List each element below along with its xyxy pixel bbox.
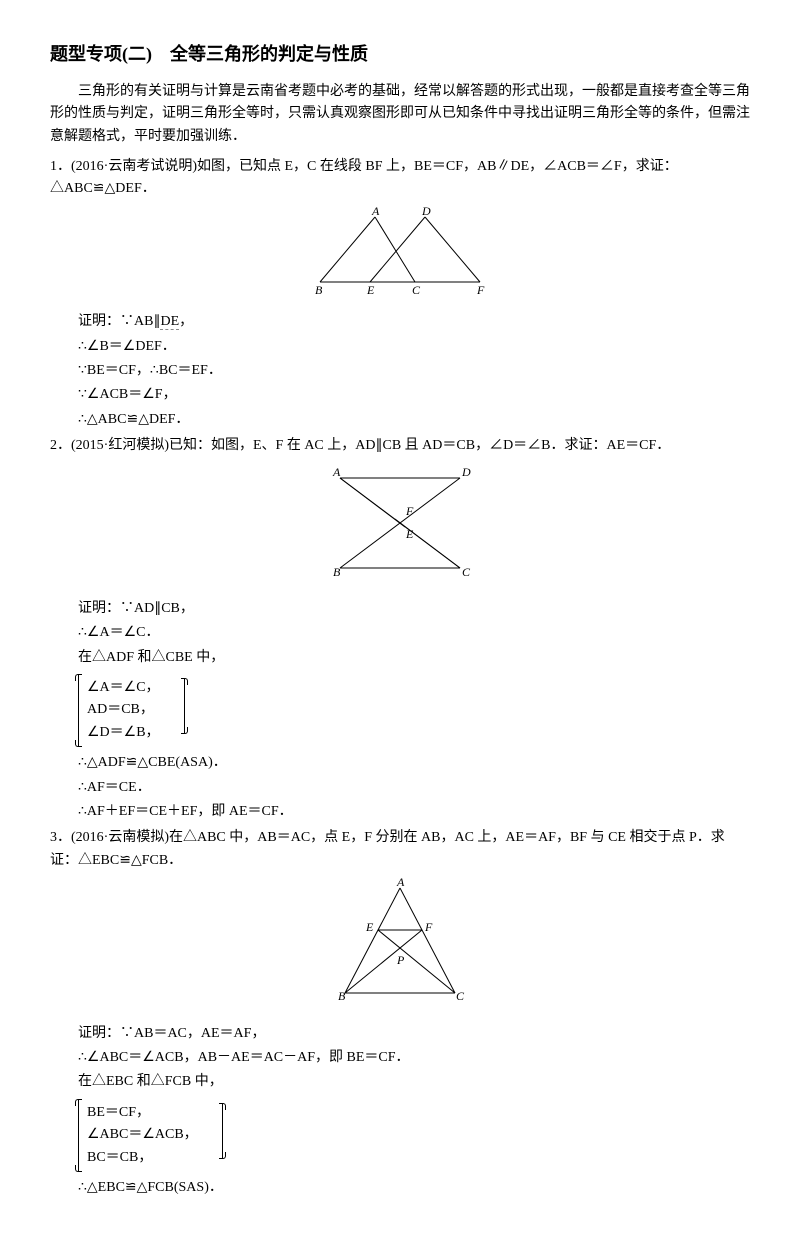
proof-3b: ∴△EBC≌△FCB(SAS)． bbox=[50, 1177, 750, 1199]
q1-num: 1． bbox=[50, 159, 71, 174]
proof-1: 证明：∵AB∥DE， ∴∠B＝∠DEF． ∵BE＝CF，∴BC＝EF． ∵∠AC… bbox=[50, 311, 750, 431]
q3-b2: ∠ABC＝∠ACB， bbox=[87, 1124, 198, 1146]
q2-p2: ∴∠A＝∠C． bbox=[78, 622, 750, 644]
q3-p2: ∴∠ABC＝∠ACB，AB－AE＝AC－AF，即 BE＝CF． bbox=[78, 1047, 750, 1069]
svg-text:E: E bbox=[365, 920, 374, 934]
proof-2: 证明：∵AD∥CB， ∴∠A＝∠C． 在△ADF 和△CBE 中， bbox=[50, 598, 750, 669]
svg-text:F: F bbox=[424, 920, 433, 934]
svg-text:F: F bbox=[405, 504, 414, 518]
q1-p1-de: DE bbox=[160, 314, 179, 330]
proof-2b: ∴△ADF≌△CBE(ASA)． ∴AF＝CE． ∴AF＋EF＝CE＋EF，即 … bbox=[50, 752, 750, 823]
q3-b1: BE＝CF， bbox=[87, 1102, 198, 1124]
q1-p2: ∴∠B＝∠DEF． bbox=[78, 336, 750, 358]
q2-b3: ∠D＝∠B， bbox=[87, 722, 160, 744]
q2-b1: ∠A＝∠C， bbox=[87, 677, 160, 699]
q2-p4: ∴△ADF≌△CBE(ASA)． bbox=[78, 752, 750, 774]
svg-text:C: C bbox=[456, 989, 465, 1003]
svg-text:D: D bbox=[421, 207, 431, 218]
intro-text: 三角形的有关证明与计算是云南省考题中必考的基础，经常以解答题的形式出现，一般都是… bbox=[50, 81, 750, 148]
q2-p3: 在△ADF 和△CBE 中， bbox=[78, 647, 750, 669]
svg-text:P: P bbox=[396, 953, 405, 967]
q2-text: (2015·红河模拟)已知：如图，E、F 在 AC 上，AD∥CB 且 AD＝C… bbox=[71, 438, 670, 453]
q2-p6: ∴AF＋EF＝CE＋EF，即 AE＝CF． bbox=[78, 801, 750, 823]
figure-3: A B C E F P bbox=[50, 878, 750, 1016]
figure-2: A D B C F E bbox=[50, 463, 750, 591]
svg-text:A: A bbox=[371, 207, 380, 218]
svg-text:B: B bbox=[333, 565, 341, 579]
q1-p1: 证明：∵AB∥ bbox=[78, 314, 160, 329]
q1-p1-end: ， bbox=[179, 314, 193, 329]
svg-text:A: A bbox=[396, 878, 405, 889]
q3-b3: BC＝CB， bbox=[87, 1147, 198, 1169]
svg-text:E: E bbox=[366, 283, 375, 297]
q2-p1: 证明：∵AD∥CB， bbox=[78, 598, 750, 620]
svg-text:B: B bbox=[315, 283, 323, 297]
q3-p4: ∴△EBC≌△FCB(SAS)． bbox=[78, 1177, 750, 1199]
q1-p3: ∵BE＝CF，∴BC＝EF． bbox=[78, 360, 750, 382]
q2-p5: ∴AF＝CE． bbox=[78, 777, 750, 799]
page-title: 题型专项(二) 全等三角形的判定与性质 bbox=[50, 40, 750, 69]
q1-p4: ∵∠ACB＝∠F， bbox=[78, 384, 750, 406]
figure-1: A D B E C F bbox=[50, 207, 750, 305]
q2-brace: ∠A＝∠C， AD＝CB， ∠D＝∠B， bbox=[50, 671, 750, 750]
q3-brace: BE＝CF， ∠ABC＝∠ACB， BC＝CB， bbox=[50, 1096, 750, 1175]
svg-text:F: F bbox=[476, 283, 485, 297]
svg-text:B: B bbox=[338, 989, 346, 1003]
q3-p3: 在△EBC 和△FCB 中， bbox=[78, 1071, 750, 1093]
svg-text:C: C bbox=[412, 283, 421, 297]
q3-text: (2016·云南模拟)在△ABC 中，AB＝AC，点 E，F 分别在 AB，AC… bbox=[50, 830, 725, 867]
question-1: 1．(2016·云南考试说明)如图，已知点 E，C 在线段 BF 上，BE＝CF… bbox=[50, 156, 750, 201]
svg-text:E: E bbox=[405, 527, 414, 541]
svg-text:C: C bbox=[462, 565, 471, 579]
q2-num: 2． bbox=[50, 438, 71, 453]
q1-p5: ∴△ABC≌△DEF． bbox=[78, 409, 750, 431]
proof-3: 证明：∵AB＝AC，AE＝AF， ∴∠ABC＝∠ACB，AB－AE＝AC－AF，… bbox=[50, 1023, 750, 1094]
question-2: 2．(2015·红河模拟)已知：如图，E、F 在 AC 上，AD∥CB 且 AD… bbox=[50, 435, 750, 457]
question-3: 3．(2016·云南模拟)在△ABC 中，AB＝AC，点 E，F 分别在 AB，… bbox=[50, 827, 750, 872]
svg-text:A: A bbox=[332, 465, 341, 479]
q3-num: 3． bbox=[50, 830, 71, 845]
q2-b2: AD＝CB， bbox=[87, 699, 160, 721]
q3-p1: 证明：∵AB＝AC，AE＝AF， bbox=[78, 1023, 750, 1045]
q1-text: (2016·云南考试说明)如图，已知点 E，C 在线段 BF 上，BE＝CF，A… bbox=[50, 159, 678, 196]
svg-text:D: D bbox=[461, 465, 471, 479]
